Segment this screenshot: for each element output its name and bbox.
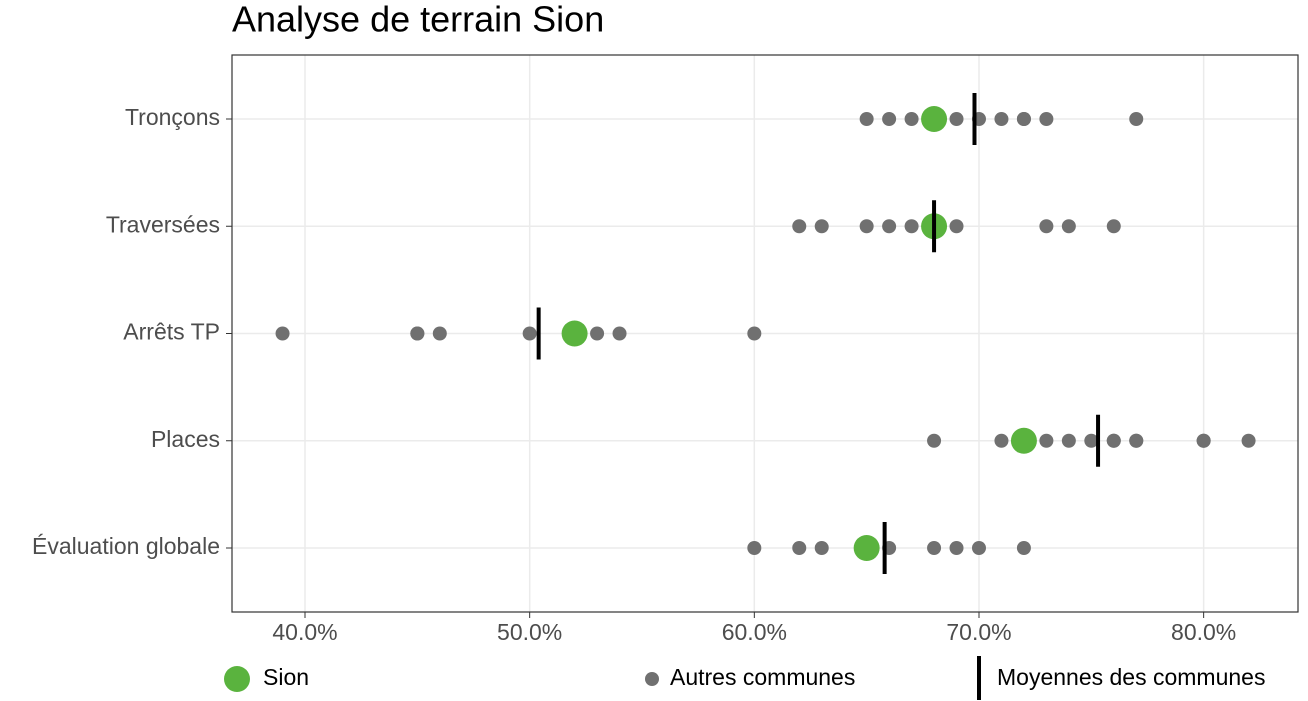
- other-dot: [792, 541, 807, 555]
- other-dot: [882, 112, 897, 126]
- y-tick-label: Évaluation globale: [32, 533, 220, 559]
- other-dot: [971, 541, 986, 555]
- other-dot: [1241, 433, 1256, 448]
- other-dot: [1106, 433, 1121, 448]
- other-dot: [904, 219, 919, 234]
- other-dot: [612, 326, 627, 341]
- other-dot: [1106, 219, 1121, 234]
- other-dot: [747, 541, 762, 555]
- sion-dot: [853, 535, 880, 561]
- x-tick-label: 80.0%: [1171, 619, 1236, 645]
- other-dot: [1084, 433, 1099, 448]
- other-dot: [927, 433, 942, 448]
- sion-dot: [561, 320, 588, 347]
- legend-other: [645, 672, 659, 686]
- other-dot: [275, 326, 290, 341]
- other-dot: [882, 219, 897, 234]
- x-tick-label: 50.0%: [497, 619, 562, 645]
- x-tick-label: 40.0%: [272, 619, 337, 645]
- other-dot: [1061, 433, 1076, 448]
- y-tick-label: Tronçons: [125, 104, 220, 130]
- y-tick-label: Arrêts TP: [123, 319, 220, 345]
- marks: [275, 93, 1256, 574]
- grid: [232, 55, 1298, 612]
- other-dot: [814, 219, 829, 234]
- other-dot: [994, 433, 1009, 448]
- other-dot: [1196, 433, 1211, 448]
- other-dot: [1016, 541, 1031, 555]
- other-dot: [432, 326, 447, 341]
- chart-title: Analyse de terrain Sion: [232, 0, 604, 40]
- other-dot: [590, 326, 605, 341]
- other-dot: [949, 219, 964, 234]
- sion-dot: [1010, 427, 1037, 454]
- y-tick-label: Traversées: [106, 211, 220, 237]
- legend-label: Autres communes: [670, 664, 855, 690]
- legend-label: Moyennes des communes: [997, 664, 1265, 690]
- other-dot: [927, 541, 942, 555]
- other-dot: [792, 219, 807, 234]
- other-dot: [1129, 112, 1144, 126]
- legend-sion: [224, 666, 250, 692]
- x-tick-label: 70.0%: [946, 619, 1011, 645]
- other-dot: [1039, 112, 1054, 126]
- other-dot: [410, 326, 425, 341]
- other-dot: [1129, 433, 1144, 448]
- y-tick-label: Places: [151, 426, 220, 452]
- other-dot: [949, 541, 964, 555]
- other-dot: [994, 112, 1009, 126]
- other-dot: [747, 326, 762, 341]
- other-dot: [1016, 112, 1031, 126]
- other-dot: [859, 112, 874, 126]
- other-dot: [904, 112, 919, 126]
- other-dot: [1039, 433, 1054, 448]
- other-dot: [949, 112, 964, 126]
- other-dot: [1039, 219, 1054, 234]
- legend-label: Sion: [263, 664, 309, 690]
- x-tick-label: 60.0%: [722, 619, 787, 645]
- other-dot: [814, 541, 829, 555]
- other-dot: [522, 326, 537, 341]
- other-dot: [859, 219, 874, 234]
- sion-dot: [921, 106, 948, 132]
- other-dot: [1061, 219, 1076, 234]
